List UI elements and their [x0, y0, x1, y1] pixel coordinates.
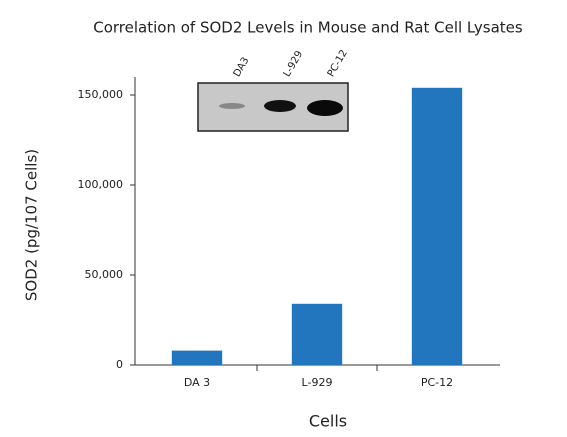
- blot-band: [264, 100, 296, 112]
- bar: [291, 303, 343, 365]
- x-axis-label: Cells: [309, 412, 347, 431]
- inset-label: L-929: [282, 49, 306, 79]
- bar: [411, 87, 463, 366]
- y-tick-label: 150,000: [78, 88, 124, 101]
- x-tick-label: PC-12: [421, 376, 453, 389]
- blot-band: [219, 103, 245, 109]
- bar: [171, 350, 223, 365]
- inset-label: PC-12: [326, 48, 350, 79]
- y-tick-label: 100,000: [78, 178, 124, 191]
- x-tick-label: L-929: [302, 376, 333, 389]
- western-blot-inset: [197, 82, 349, 132]
- y-axis-label: SOD2 (pg/107 Cells): [23, 149, 41, 301]
- y-tick-label: 0: [116, 358, 123, 371]
- inset-label: DA3: [232, 56, 252, 79]
- y-tick-label: 50,000: [85, 268, 124, 281]
- blot-band: [307, 100, 343, 116]
- chart-title: Correlation of SOD2 Levels in Mouse and …: [93, 19, 523, 37]
- x-tick-label: DA 3: [184, 376, 210, 389]
